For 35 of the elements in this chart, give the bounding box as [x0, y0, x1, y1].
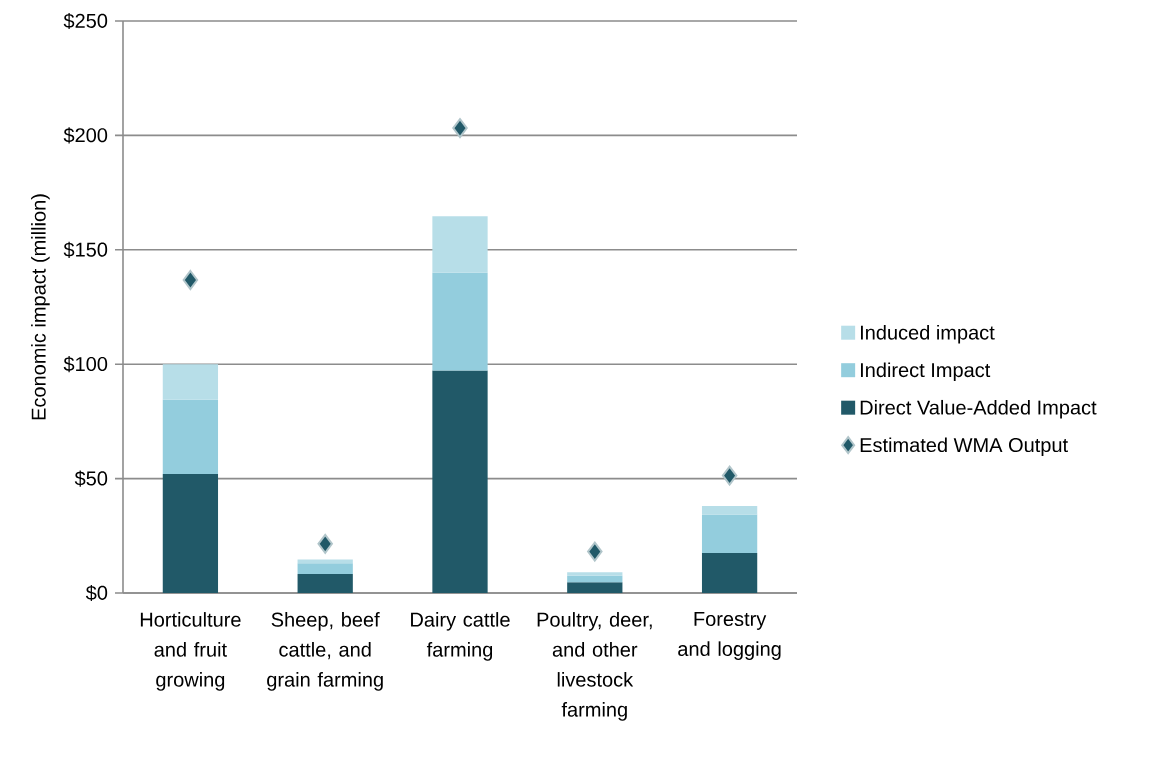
bar: [162, 364, 219, 400]
bar: [567, 582, 623, 593]
legend-label: Estimated WMA Output: [860, 437, 1068, 457]
y-tick-label: $200: [63, 127, 108, 144]
y-axis-title: Economic impact (million): [31, 194, 50, 420]
bar: [432, 370, 488, 593]
x-tick-label: Horticulture and fruit growing: [140, 612, 241, 691]
bar: [162, 399, 219, 475]
point: [182, 270, 199, 290]
point: [721, 465, 738, 486]
y-tick-label: $0: [85, 584, 108, 602]
bar: [701, 506, 758, 515]
bar: [432, 216, 488, 273]
bar: [162, 474, 219, 593]
bar: [701, 514, 758, 553]
y-tick-label: $50: [74, 470, 108, 487]
legend-label: Indirect Impact: [861, 362, 991, 382]
y-tick-label: $150: [63, 241, 108, 258]
x-tick-label: Sheep, beef cattle, and grain farming: [267, 612, 383, 691]
legend-label: Induced impact: [861, 324, 995, 344]
x-tick-label: Poultry, deer, and other livestock farming: [537, 612, 652, 721]
point: [452, 118, 468, 139]
bar: [567, 575, 623, 583]
legend-label: Direct Value-Added Impact: [860, 399, 1097, 419]
y-tick-label: $250: [63, 12, 108, 30]
bar: [297, 574, 353, 593]
bar: [432, 272, 488, 371]
x-tick-label: Dairy cattle farming: [411, 612, 510, 661]
y-tick-label: $100: [63, 356, 108, 373]
bar: [297, 563, 353, 575]
bar: [567, 572, 623, 576]
point: [587, 541, 603, 562]
bar: [701, 552, 758, 593]
x-tick-label: Forestry and logging: [678, 612, 781, 660]
point: [317, 533, 333, 554]
